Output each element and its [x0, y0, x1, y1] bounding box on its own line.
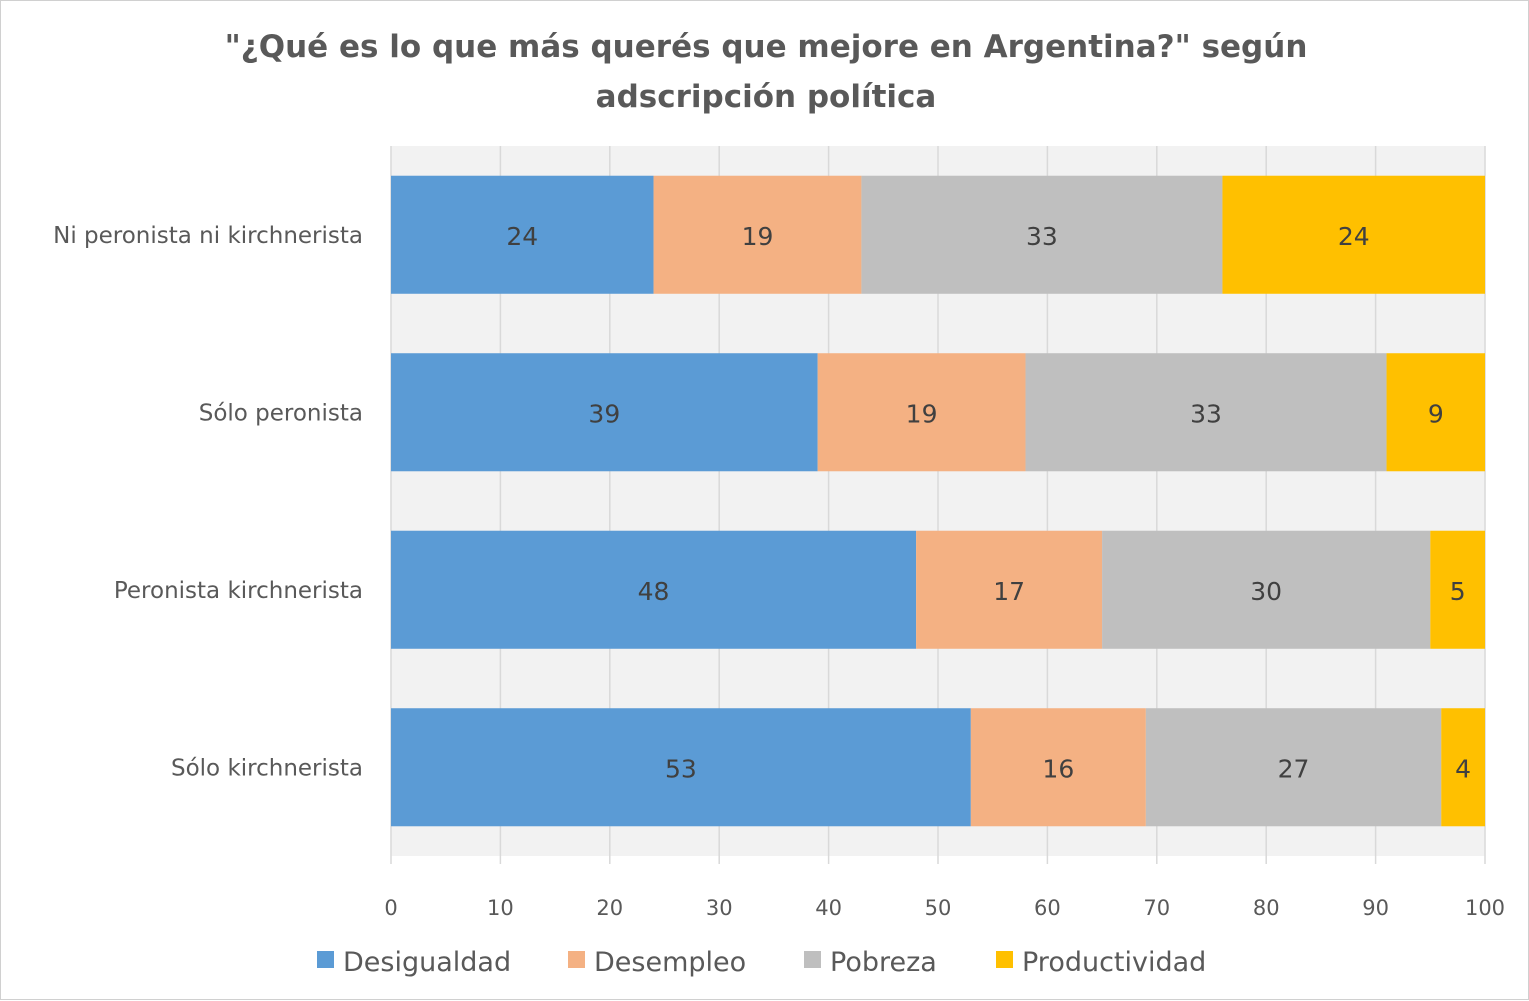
bar-desigualdad — [391, 175, 654, 294]
bar-productividad — [1222, 175, 1485, 294]
legend-label: Desigualdad — [343, 947, 511, 978]
category-label: Peronista kirchnerista — [114, 578, 363, 604]
bar-pobreza — [861, 175, 1223, 294]
data-label: 4 — [1455, 754, 1471, 783]
category-label: Sólo kirchnerista — [171, 755, 363, 781]
data-label: 33 — [1026, 222, 1058, 251]
data-label: 5 — [1450, 577, 1466, 606]
bar-pobreza — [1102, 530, 1431, 649]
chart-title-line-1: "¿Qué es lo que más querés que mejore en… — [225, 29, 1308, 65]
data-label: 17 — [993, 577, 1025, 606]
data-label: 24 — [506, 222, 538, 251]
x-tick-label: 20 — [596, 896, 623, 920]
x-tick-label: 90 — [1362, 896, 1389, 920]
x-tick-label: 40 — [815, 896, 842, 920]
bar-desempleo — [916, 530, 1103, 649]
x-tick-label: 30 — [706, 896, 733, 920]
bar-desigualdad — [391, 353, 818, 472]
data-label: 9 — [1428, 399, 1444, 428]
data-label: 39 — [588, 399, 620, 428]
bar-desempleo — [817, 353, 1026, 472]
legend-label: Desempleo — [594, 947, 746, 978]
category-labels: Ni peronista ni kirchnerista Sólo peronis… — [53, 223, 363, 782]
bar-productividad — [1430, 530, 1485, 649]
bar-desigualdad — [391, 708, 971, 827]
legend-swatch — [804, 951, 821, 968]
bar-pobreza — [1145, 708, 1442, 827]
bar-desempleo — [970, 708, 1146, 827]
data-label: 53 — [665, 754, 697, 783]
data-label: 30 — [1250, 577, 1282, 606]
x-tick-label: 100 — [1465, 896, 1505, 920]
data-label: 19 — [906, 399, 938, 428]
data-label: 16 — [1042, 754, 1074, 783]
bar-desempleo — [653, 175, 862, 294]
bar-pobreza — [1025, 353, 1387, 472]
legend: Desigualdad Desempleo Pobreza Productividad — [317, 947, 1206, 978]
data-label: 33 — [1190, 399, 1222, 428]
category-label: Sólo peronista — [199, 400, 363, 426]
x-tick-label: 0 — [384, 896, 397, 920]
legend-label: Productividad — [1022, 947, 1206, 978]
chart-title-line-2: adscripción política — [596, 79, 937, 115]
x-axis-ticks: 0 10 20 30 40 50 60 70 80 90 100 — [384, 896, 1505, 920]
data-labels: 24 19 33 24 39 19 33 9 48 17 30 5 53 16 27 4 — [506, 222, 1471, 784]
legend-swatch — [996, 951, 1013, 968]
bar-productividad — [1441, 708, 1485, 827]
x-tick-label: 50 — [925, 896, 952, 920]
category-label: Ni peronista ni kirchnerista — [53, 223, 363, 249]
legend-swatch — [317, 951, 334, 968]
bar-desigualdad — [391, 530, 917, 649]
data-label: 27 — [1278, 754, 1310, 783]
x-tick-label: 10 — [487, 896, 514, 920]
data-label: 24 — [1338, 222, 1370, 251]
legend-label: Pobreza — [830, 947, 937, 978]
x-tick-label: 80 — [1253, 896, 1280, 920]
x-tick-label: 70 — [1143, 896, 1170, 920]
data-label: 19 — [742, 222, 774, 251]
bars — [391, 175, 1485, 827]
x-tick-label: 60 — [1034, 896, 1061, 920]
bar-productividad — [1386, 353, 1485, 472]
data-label: 48 — [638, 577, 670, 606]
legend-swatch — [568, 951, 585, 968]
